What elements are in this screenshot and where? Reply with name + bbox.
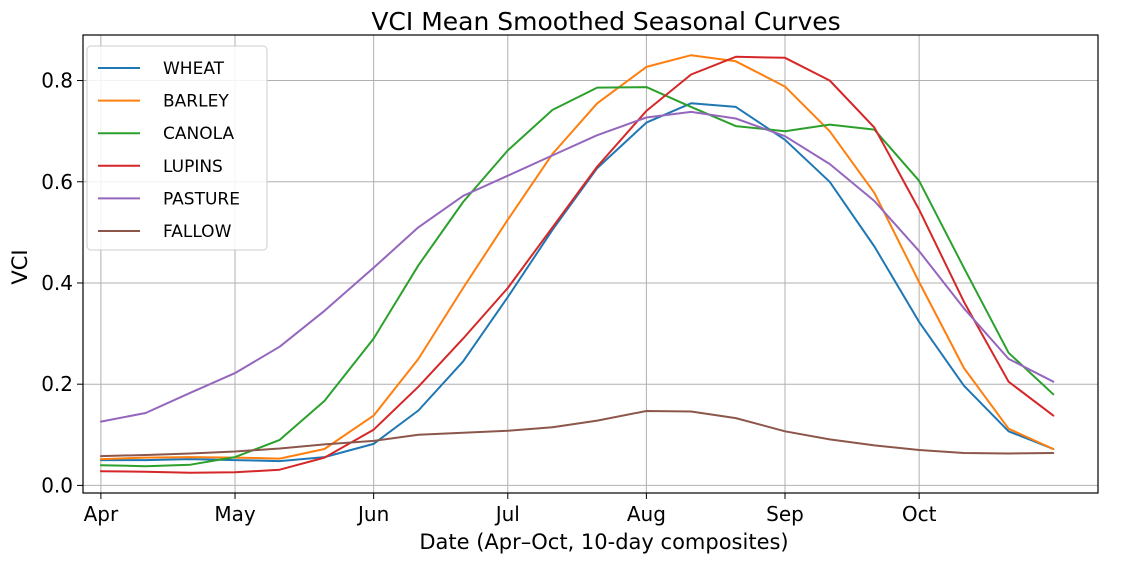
x-tick-label: Aug bbox=[627, 502, 666, 526]
x-axis-ticks: Apr May Jun Jul Aug Sep Oct bbox=[84, 493, 937, 526]
x-tick-label: May bbox=[214, 502, 256, 526]
y-tick-label: 0.4 bbox=[41, 271, 73, 295]
series-line-fallow bbox=[99, 410, 1055, 458]
legend-label-barley: BARLEY bbox=[163, 92, 229, 112]
chart-title: VCI Mean Smoothed Seasonal Curves bbox=[371, 7, 840, 36]
x-tick-label: Oct bbox=[902, 502, 937, 526]
x-axis-label: Date (Apr–Oct, 10-day composites) bbox=[419, 530, 788, 554]
x-tick-label: Jul bbox=[494, 502, 520, 526]
y-tick-label: 0.8 bbox=[41, 69, 73, 93]
plot-frame bbox=[82, 34, 1099, 494]
y-axis-ticks: 0.0 0.2 0.4 0.6 0.8 bbox=[41, 69, 83, 497]
x-tick-label: Apr bbox=[84, 502, 119, 526]
legend-label-pasture: PASTURE bbox=[163, 189, 240, 209]
legend-label-wheat: WHEAT bbox=[163, 59, 225, 79]
series-line-wheat bbox=[99, 102, 1055, 463]
legend: WHEAT BARLEY CANOLA LUPINS PASTURE FALLOW bbox=[86, 45, 268, 251]
series-lines bbox=[99, 54, 1055, 474]
series-line-lupins bbox=[99, 55, 1055, 474]
legend-label-canola: CANOLA bbox=[163, 124, 234, 144]
series-line-canola bbox=[99, 86, 1055, 468]
series-line-pasture bbox=[99, 110, 1055, 423]
legend-label-lupins: LUPINS bbox=[163, 157, 223, 177]
y-tick-label: 0.2 bbox=[41, 372, 73, 396]
legend-label-fallow: FALLOW bbox=[163, 222, 232, 242]
y-axis-label: VCI bbox=[8, 249, 32, 284]
y-tick-label: 0.6 bbox=[41, 170, 73, 194]
series-line-barley bbox=[99, 54, 1055, 461]
x-tick-label: Jun bbox=[356, 502, 389, 526]
x-tick-label: Sep bbox=[766, 502, 804, 526]
y-tick-label: 0.0 bbox=[41, 473, 73, 497]
